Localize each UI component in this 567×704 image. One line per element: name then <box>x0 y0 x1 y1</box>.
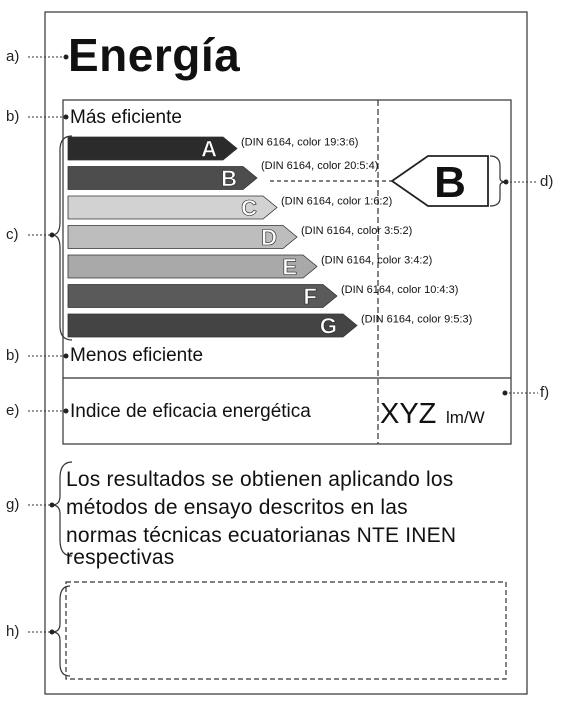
class-arrow-e <box>67 254 318 279</box>
class-letter-b: B <box>221 166 237 191</box>
callout-d: d) <box>540 173 554 190</box>
brace-d <box>489 155 507 207</box>
din-color-label-d: (DIN 6164, color 3:5:2) <box>301 225 412 237</box>
callout-a: a) <box>6 48 20 65</box>
callout-e: e) <box>6 402 20 419</box>
class-arrow-a <box>67 136 238 161</box>
class-letter-g: G <box>320 314 337 339</box>
efficacy-index-label: Indice de eficacia energética <box>70 401 311 422</box>
class-letter-c: C <box>241 196 257 221</box>
din-color-label-a: (DIN 6164, color 19:3:6) <box>241 137 358 149</box>
class-letter-f: F <box>304 284 317 309</box>
class-letter-e: E <box>282 255 297 280</box>
label-outer-frame <box>44 11 528 695</box>
din-color-label-b: (DIN 6164, color 20:5:4) <box>261 160 378 172</box>
label-title: Energía <box>68 29 241 81</box>
class-arrow-g <box>67 313 358 338</box>
efficacy-index-value: XYZ <box>380 398 437 430</box>
din-color-label-e: (DIN 6164, color 3:4:2) <box>321 255 432 267</box>
callout-g: g) <box>6 496 20 513</box>
callout-b-top: b) <box>6 108 20 125</box>
class-arrow-d <box>67 225 298 249</box>
placeholder-box <box>65 581 507 680</box>
selected-class-letter: B <box>434 158 466 207</box>
results-line-2: métodos de ensayo descritos en las <box>66 496 408 519</box>
efficiency-bars: A (DIN 6164, color 19:3:6) B (DIN 6164, col… <box>67 136 472 339</box>
selected-class-indicator: B <box>270 155 489 207</box>
callout-b-bottom: b) <box>6 347 20 364</box>
class-arrow-b <box>67 166 258 190</box>
din-color-label-c: (DIN 6164, color 1:6:2) <box>281 196 392 208</box>
most-efficient-label: Más eficiente <box>70 107 182 128</box>
class-arrow-f <box>67 284 338 308</box>
least-efficient-label: Menos eficiente <box>70 345 204 366</box>
results-line-1: Los resultados se obtienen aplicando los <box>66 468 454 491</box>
efficacy-index-unit: lm/W <box>446 408 485 427</box>
class-letter-a: A <box>201 137 217 162</box>
din-color-label-g: (DIN 6164, color 9:5:3) <box>361 314 472 326</box>
results-line-3: normas técnicas ecuatorianas NTE INEN <box>66 524 457 547</box>
brace-h <box>51 585 71 677</box>
callout-c: c) <box>6 226 19 243</box>
class-arrow-c <box>67 195 278 220</box>
din-color-label-f: (DIN 6164, color 10:4:3) <box>341 284 458 296</box>
callout-f: f) <box>540 384 550 401</box>
selected-class-arrow <box>390 155 489 207</box>
class-letter-d: D <box>261 225 277 250</box>
results-line-4: respectivas <box>66 546 175 569</box>
efficiency-frame <box>62 99 512 445</box>
callout-h: h) <box>6 623 20 640</box>
